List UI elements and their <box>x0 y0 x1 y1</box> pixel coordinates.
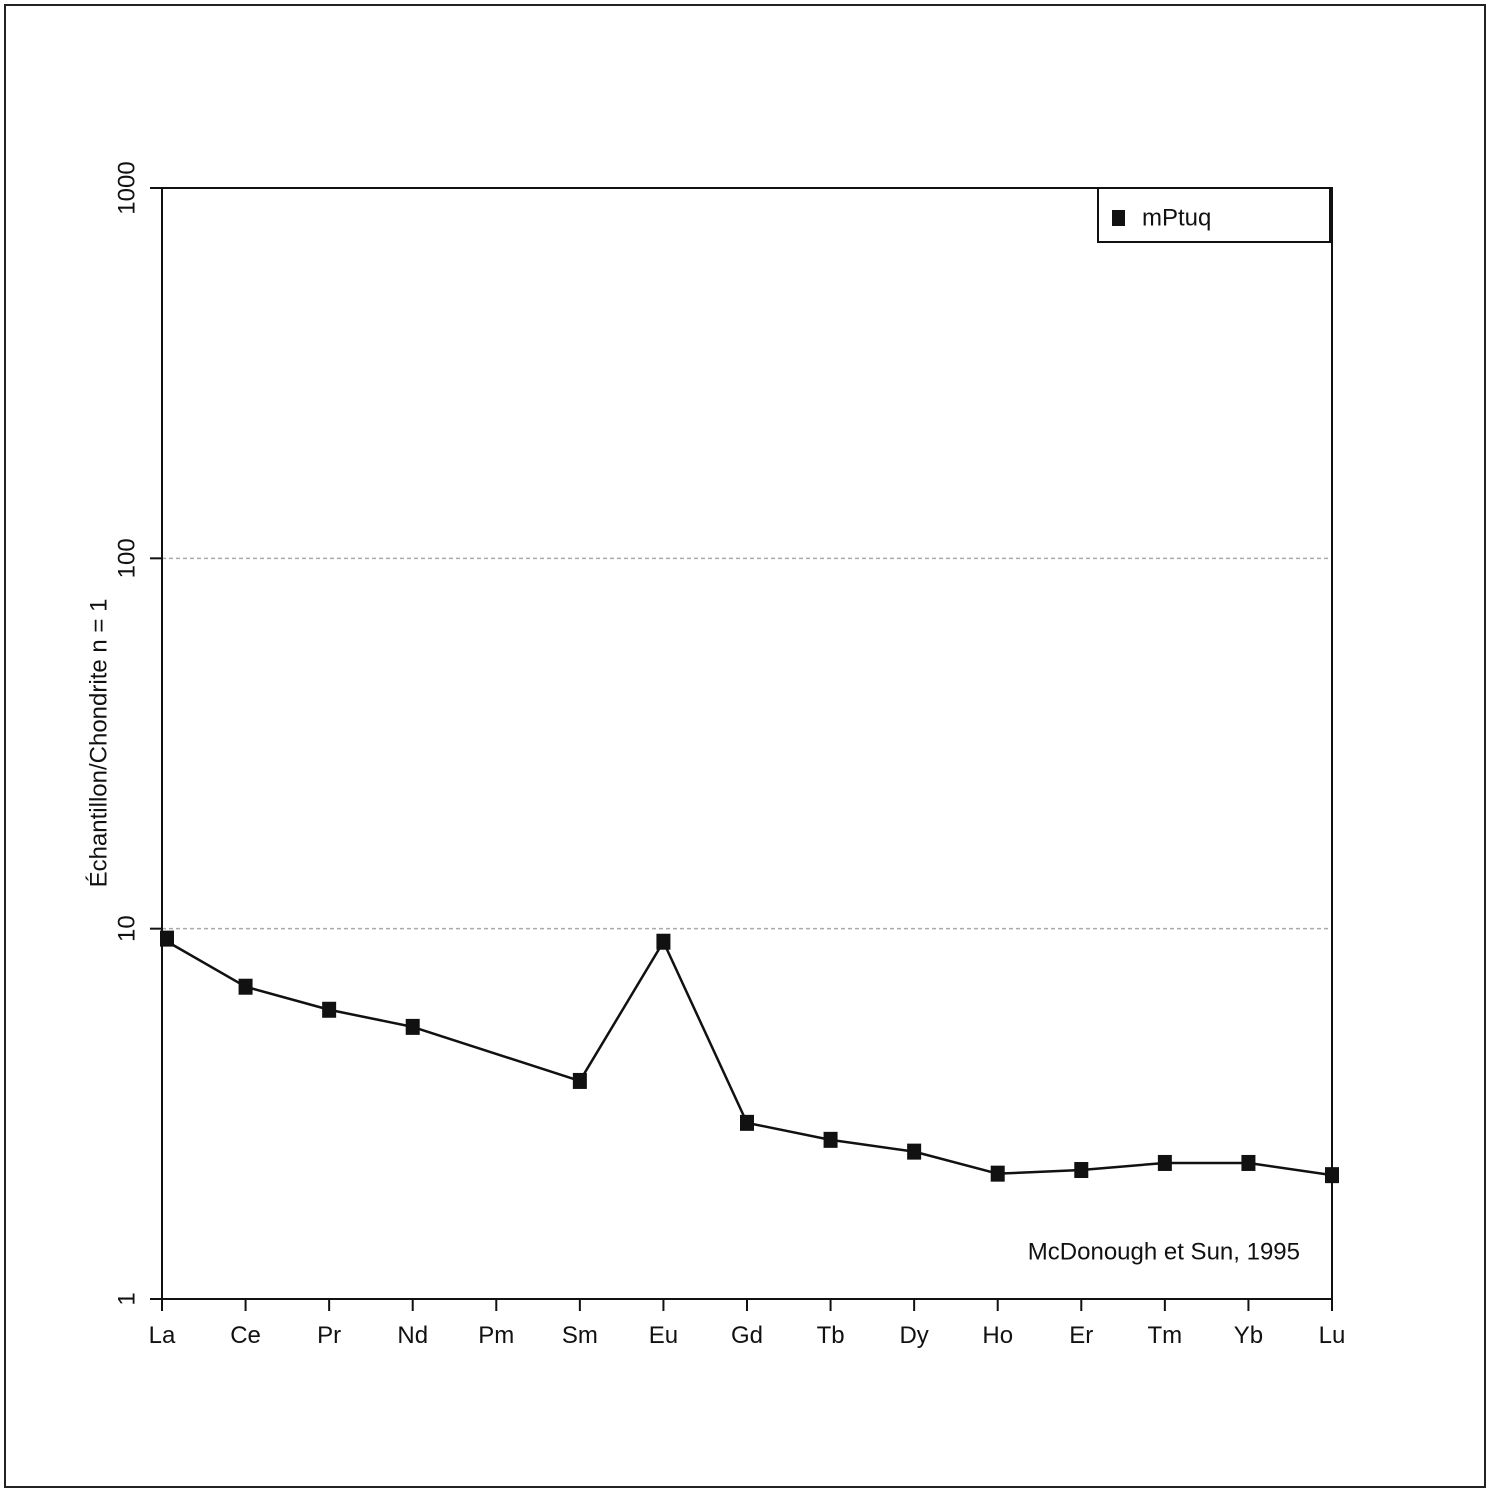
series-segment <box>245 985 330 1011</box>
marker <box>160 930 174 947</box>
x-tick-label: Yb <box>1234 1322 1263 1349</box>
annotation: McDonough et Sun, 1995 <box>1028 1238 1300 1265</box>
legend-marker <box>1112 210 1125 226</box>
series-segment <box>161 937 247 988</box>
x-tick-label: Er <box>1069 1322 1093 1349</box>
marker <box>572 1072 587 1089</box>
x-tick-label: Ho <box>982 1322 1013 1349</box>
x-tick-label: Pm <box>478 1322 514 1349</box>
x-tick-label: Lu <box>1319 1322 1346 1349</box>
plot-border <box>161 187 1333 1300</box>
marker <box>1325 1167 1339 1184</box>
series-segment <box>997 1168 1082 1175</box>
marker <box>1074 1162 1089 1179</box>
x-tick-label: Pr <box>317 1322 341 1349</box>
marker <box>656 933 671 950</box>
marker <box>1157 1154 1172 1171</box>
x-tick-label: Nd <box>397 1322 428 1349</box>
x-tick-label: Gd <box>731 1322 763 1349</box>
marker <box>238 978 253 995</box>
y-tick-label: 1 <box>113 1292 140 1305</box>
series-segment <box>746 1121 831 1142</box>
marker <box>990 1165 1005 1182</box>
series-segment <box>412 1025 581 1083</box>
y-tick-label: 1000 <box>113 161 140 214</box>
series-segment <box>1248 1161 1333 1177</box>
frame <box>4 4 1486 1488</box>
legend-label: mPtuq <box>1142 204 1211 231</box>
marker <box>740 1114 754 1131</box>
x-tick-label: Ce <box>230 1322 261 1349</box>
x-tick-label: Dy <box>899 1322 928 1349</box>
series-segment <box>662 941 749 1124</box>
marker <box>823 1131 838 1148</box>
x-tick-label: La <box>149 1322 176 1349</box>
marker <box>322 1001 337 1018</box>
legend-box <box>1097 187 1331 243</box>
x-tick-label: Tb <box>817 1322 845 1349</box>
y-tick-label: 100 <box>113 538 140 578</box>
y-tick-label: 10 <box>113 915 140 942</box>
marker <box>1241 1154 1256 1171</box>
series-segment <box>1081 1161 1165 1172</box>
series-segment <box>830 1138 915 1153</box>
series-segment <box>913 1150 999 1175</box>
marker <box>907 1143 922 1160</box>
y-axis-label: Échantillon/Chondrite n = 1 <box>85 599 112 888</box>
marker <box>405 1018 420 1035</box>
x-tick-label: Sm <box>562 1322 598 1349</box>
x-tick-label: Tm <box>1148 1322 1183 1349</box>
series-segment <box>328 1008 413 1029</box>
x-tick-label: Eu <box>649 1322 678 1349</box>
series-segment <box>578 941 665 1082</box>
